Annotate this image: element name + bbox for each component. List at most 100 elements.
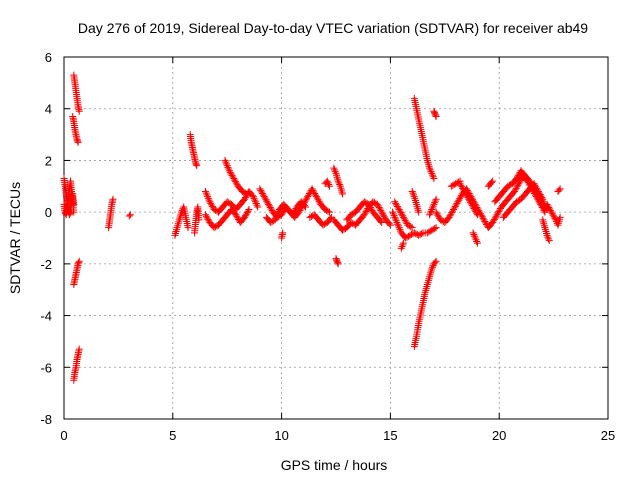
data-point: [473, 209, 481, 217]
data-point: [374, 202, 382, 210]
data-point: [545, 203, 553, 211]
data-point: [231, 178, 239, 186]
y-tick-label: 0: [45, 205, 52, 220]
data-point: [271, 216, 279, 224]
x-tick-label: 0: [60, 428, 67, 443]
data-point: [126, 211, 134, 219]
data-point: [451, 202, 459, 210]
data-point: [234, 214, 242, 222]
data-point: [391, 215, 399, 223]
x-axis-label: GPS time / hours: [281, 457, 388, 473]
data-point: [396, 225, 404, 233]
data-point: [320, 220, 328, 228]
data-point: [296, 207, 304, 215]
data-point: [546, 205, 554, 213]
data-point: [448, 209, 456, 217]
data-point: [513, 198, 521, 206]
data-point: [471, 206, 479, 214]
data-point: [416, 231, 424, 239]
data-point: [243, 190, 251, 198]
data-point: [253, 201, 261, 209]
data-point: [311, 190, 319, 198]
data-point: [70, 208, 78, 216]
data-point: [426, 271, 434, 279]
data-point: [174, 220, 182, 228]
data-point: [392, 201, 400, 209]
data-point: [306, 213, 314, 221]
data-point: [389, 208, 397, 216]
data-point: [466, 198, 474, 206]
data-point: [380, 213, 388, 221]
data-point: [430, 175, 438, 183]
data-point: [413, 202, 421, 210]
data-point: [325, 181, 333, 189]
data-point: [396, 207, 404, 215]
y-tick-label: -6: [40, 360, 52, 375]
data-point: [241, 189, 249, 197]
data-point: [272, 214, 280, 222]
data-point: [75, 257, 83, 265]
data-point: [450, 181, 458, 189]
data-point: [308, 185, 316, 193]
data-point: [401, 216, 409, 224]
data-point: [349, 210, 357, 218]
data-point: [430, 200, 438, 208]
data-point: [462, 191, 470, 199]
x-tick-label: 5: [169, 428, 176, 443]
data-point: [470, 231, 478, 239]
data-point: [369, 198, 377, 206]
data-point: [414, 204, 422, 212]
data-point: [543, 231, 551, 239]
data-point: [493, 211, 501, 219]
data-point: [251, 196, 259, 204]
data-point: [74, 137, 82, 145]
data-point: [418, 230, 426, 238]
data-point: [540, 220, 548, 228]
data-point: [340, 225, 348, 233]
data-point: [410, 191, 418, 199]
data-point: [514, 171, 522, 179]
data-point: [207, 199, 215, 207]
data-point: [319, 221, 327, 229]
data-point: [258, 188, 266, 196]
data-point: [488, 178, 496, 186]
data-point: [414, 206, 422, 214]
data-point: [477, 211, 485, 219]
data-point: [330, 164, 338, 172]
data-point: [398, 210, 406, 218]
data-point: [458, 183, 466, 191]
data-point: [397, 209, 405, 217]
data-point: [482, 219, 490, 227]
data-point: [433, 210, 441, 218]
data-point: [533, 184, 541, 192]
data-point: [424, 160, 432, 168]
data-point: [259, 191, 267, 199]
data-point: [422, 284, 430, 292]
data-point: [534, 187, 542, 195]
data-point: [203, 214, 211, 222]
data-point: [210, 206, 218, 214]
data-point: [324, 207, 332, 215]
data-point: [74, 138, 82, 146]
data-point: [540, 199, 548, 207]
data-point: [540, 222, 548, 230]
data-point: [495, 208, 503, 216]
x-tick-label: 20: [492, 428, 506, 443]
data-point: [446, 212, 454, 220]
data-point: [492, 212, 500, 220]
data-point: [339, 190, 347, 198]
data-point: [514, 197, 522, 205]
data-point: [314, 196, 322, 204]
data-point: [415, 231, 423, 239]
data-point: [268, 218, 276, 226]
data-point: [378, 218, 386, 226]
data-point: [490, 217, 498, 225]
data-point: [386, 221, 394, 229]
data-point: [409, 189, 417, 197]
data-point: [125, 212, 133, 220]
data-point: [468, 201, 476, 209]
data-point: [339, 226, 347, 234]
data-point: [543, 200, 551, 208]
data-point: [490, 215, 498, 223]
data-point: [392, 217, 400, 225]
